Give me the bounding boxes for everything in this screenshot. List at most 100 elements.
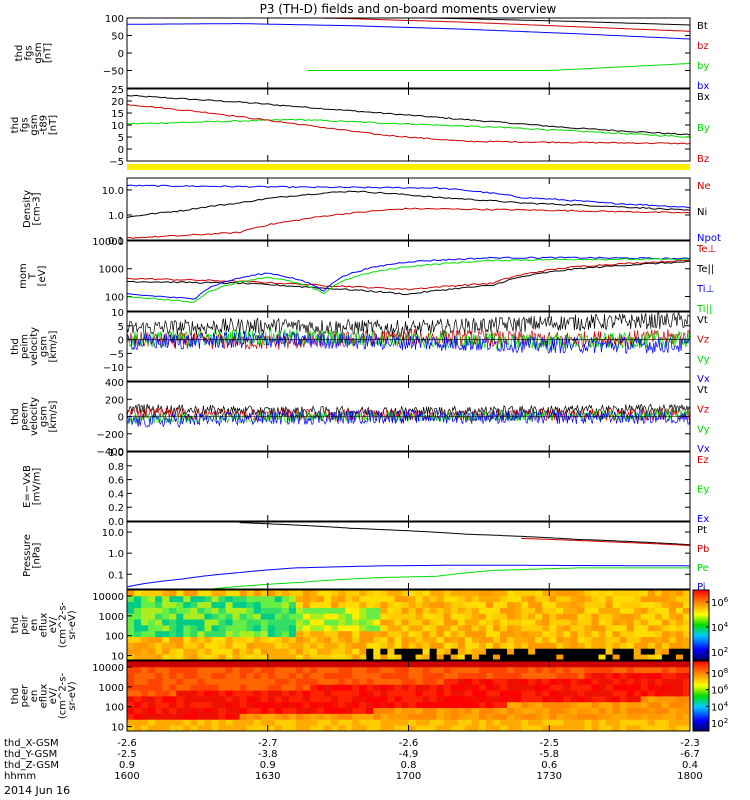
spectrogram-cell <box>288 642 297 649</box>
y-tick-label: 0.1 <box>108 570 124 581</box>
spectrogram-cell <box>626 684 635 691</box>
spectrogram-cell <box>274 619 283 626</box>
spectrogram-cell <box>654 590 663 597</box>
spectrogram-cell <box>190 590 198 597</box>
spectrogram-cell <box>640 648 649 655</box>
spectrogram-cell <box>239 719 248 726</box>
spectrogram-cell <box>521 590 529 597</box>
spectrogram-cell <box>640 690 649 697</box>
spectrogram-cell <box>499 701 508 709</box>
spectrogram-cell <box>338 654 346 660</box>
spectrogram-cell <box>612 654 621 660</box>
spectrogram-cell <box>619 595 628 603</box>
spectrogram-cell <box>352 661 360 668</box>
spectrogram-cell <box>661 590 670 597</box>
spectrogram-cell <box>345 601 353 608</box>
spectrogram-cell <box>176 636 184 643</box>
spectrogram-cell <box>197 678 205 685</box>
spectrogram-cell <box>591 701 599 709</box>
spectrogram-cell <box>225 636 233 643</box>
spectrogram-cell <box>302 630 311 638</box>
spectrogram-cell <box>324 595 332 603</box>
spectrogram-cell <box>218 630 226 638</box>
spectrogram-cell <box>197 684 205 691</box>
spectrogram-cell <box>542 601 550 608</box>
spectrogram-cell <box>612 701 621 709</box>
spectrogram-cell <box>260 696 269 703</box>
spectrogram-cell <box>457 654 466 660</box>
spectrogram-cell <box>317 678 325 685</box>
spectrogram-cell <box>317 590 325 597</box>
spectrogram-cell <box>190 725 198 731</box>
spectrogram-cell <box>373 672 381 679</box>
spectrogram-cell <box>422 696 431 703</box>
spectrogram-cell <box>633 719 642 726</box>
spectrogram-cell <box>675 607 684 614</box>
spectrogram-cell <box>141 590 149 597</box>
spectrogram-cell <box>169 701 177 709</box>
spectrogram-cell <box>281 684 290 691</box>
spectrogram-cell <box>570 707 578 714</box>
spectrogram-cell <box>309 701 318 709</box>
spectrogram-cell <box>471 661 480 668</box>
spectrogram-cell <box>225 661 233 668</box>
spectrogram-cell <box>492 701 501 709</box>
spectrogram-cell <box>211 696 219 703</box>
spectrogram-cell <box>464 672 473 679</box>
spectrogram-cell <box>281 636 290 643</box>
spectrogram-cell <box>668 696 677 703</box>
spectrogram-cell <box>197 630 205 638</box>
spectrogram-cell <box>204 672 212 679</box>
legend-Pb: Pb <box>697 544 709 555</box>
spectrogram-cell <box>619 707 628 714</box>
spectrogram-cell <box>661 607 670 614</box>
spectrogram-cell <box>612 725 621 731</box>
spectrogram-cell <box>682 684 690 691</box>
spectrogram-cell <box>345 672 353 679</box>
spectrogram-cell <box>253 725 262 731</box>
spectrogram-cell <box>197 607 205 614</box>
spectrogram-cell <box>183 690 191 697</box>
spectrogram-cell <box>281 661 290 668</box>
spectrogram-cell <box>450 642 459 649</box>
spectrogram-cell <box>267 619 276 626</box>
y-axis-label: Pressure <box>22 534 33 577</box>
spectrogram-cell <box>324 642 332 649</box>
spectrogram-cell <box>521 648 529 655</box>
spectrogram-cell <box>675 661 684 668</box>
spectrogram-cell <box>528 625 536 632</box>
spectrogram-cell <box>288 725 297 731</box>
spectrogram-cell <box>605 636 613 643</box>
spectrogram-cell <box>485 642 494 649</box>
spectrogram-cell <box>260 672 269 679</box>
spectrogram-cell <box>288 590 297 597</box>
spectrogram-cell <box>380 672 388 679</box>
spectrogram-cell <box>675 696 684 703</box>
spectrogram-cell <box>647 690 656 697</box>
spectrogram-cell <box>661 661 670 668</box>
spectrogram-cell <box>654 672 663 679</box>
spectrogram-cell <box>457 642 466 649</box>
spectrogram-cell <box>211 684 219 691</box>
spectrogram-cell <box>598 636 606 643</box>
ephemeris-value: -4.9 <box>399 749 419 760</box>
spectrogram-cell <box>612 630 621 638</box>
spectrogram-cell <box>338 648 346 655</box>
spectrogram-cell <box>211 690 219 697</box>
spectrogram-cell <box>176 696 184 703</box>
spectrogram-cell <box>457 725 466 731</box>
spectrogram-cell <box>394 701 402 709</box>
spectrogram-cell <box>422 607 431 614</box>
spectrogram-cell <box>450 690 459 697</box>
spectrogram-cell <box>394 661 402 668</box>
spectrogram-cell <box>492 684 501 691</box>
spectrogram-cell <box>485 601 494 608</box>
spectrogram-cell <box>218 625 226 632</box>
spectrogram-cell <box>162 684 170 691</box>
spectrogram-cell <box>338 590 346 597</box>
spectrogram-cell <box>260 630 269 638</box>
spectrogram-cell <box>352 590 360 597</box>
spectrogram-cell <box>317 630 325 638</box>
spectrogram-cell <box>253 642 262 649</box>
spectrogram-cell <box>528 701 536 709</box>
